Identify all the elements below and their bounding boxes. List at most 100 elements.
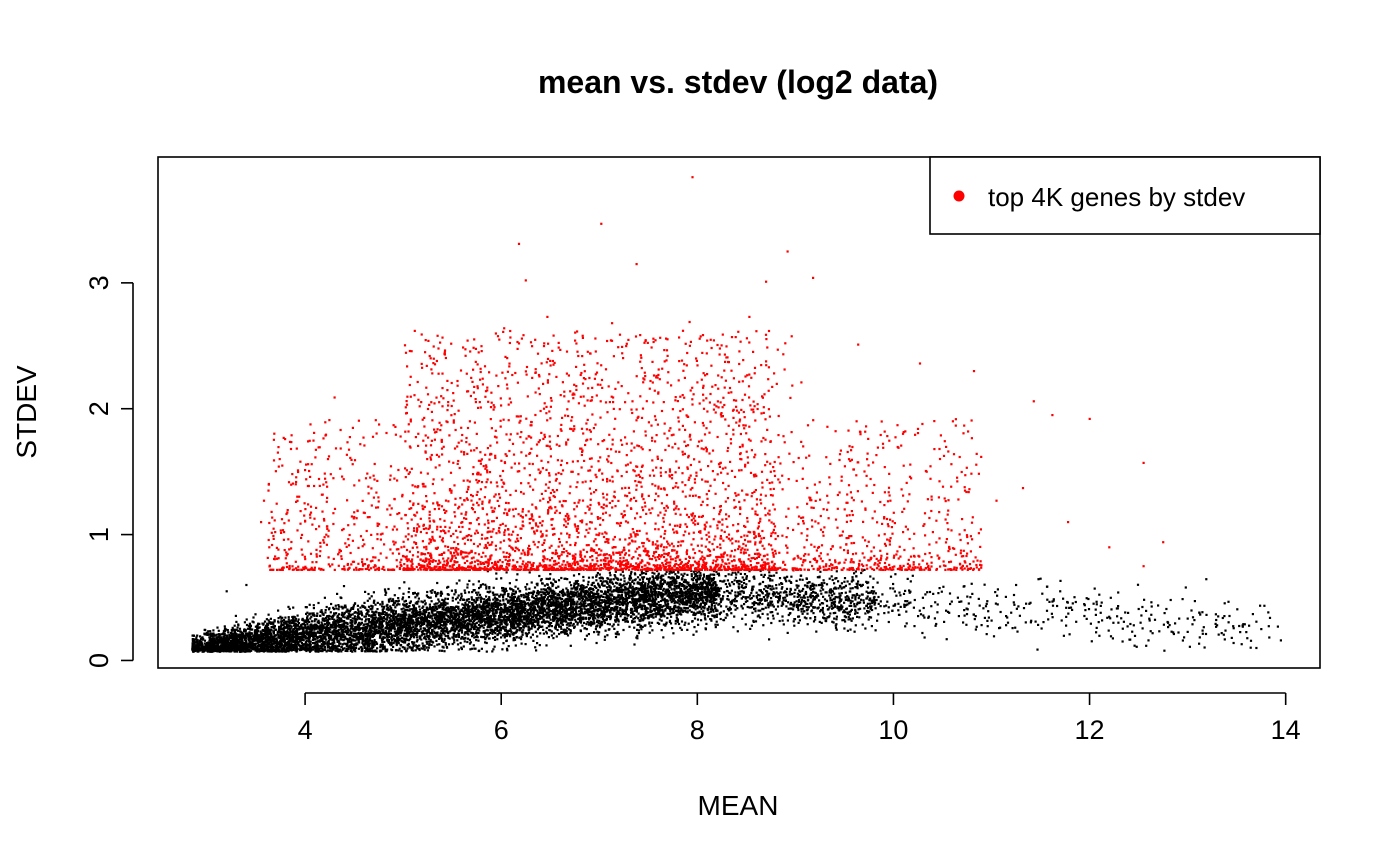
data-point-black <box>1172 632 1175 636</box>
data-point-black <box>353 622 356 625</box>
data-point-black <box>444 634 447 638</box>
data-point-black <box>216 641 219 644</box>
data-point-black <box>636 623 639 626</box>
data-point-black <box>365 618 368 621</box>
data-point-black <box>560 611 563 614</box>
data-point-black <box>762 596 765 599</box>
data-point-black <box>376 621 379 624</box>
data-point-black <box>727 598 730 601</box>
data-point-black <box>349 613 352 616</box>
data-point-black <box>340 613 343 617</box>
data-point-black <box>552 632 556 635</box>
data-point-black <box>858 616 861 619</box>
data-point-black <box>1133 644 1136 647</box>
data-point-black <box>392 624 396 627</box>
data-point-black <box>564 618 567 621</box>
data-point-black <box>363 601 366 604</box>
data-point-black <box>759 616 762 619</box>
data-point-black <box>429 639 432 642</box>
data-point-black <box>1243 623 1246 626</box>
data-point-black <box>527 602 530 605</box>
data-point-black <box>797 615 801 618</box>
data-point-black <box>809 587 812 590</box>
data-point-black <box>314 633 317 636</box>
data-point-black <box>325 638 328 641</box>
data-point-black <box>644 600 647 603</box>
data-point-black <box>634 617 637 620</box>
data-point-black <box>385 622 388 625</box>
data-point-black <box>304 636 307 639</box>
data-point-black <box>868 616 871 619</box>
data-point-black <box>638 619 641 623</box>
data-point-black <box>748 594 752 597</box>
data-point-black <box>570 596 573 599</box>
data-point-black <box>642 572 645 575</box>
data-point-black <box>469 648 472 651</box>
data-point-black <box>354 611 357 614</box>
data-point-black <box>1124 611 1127 614</box>
data-point-black <box>330 602 333 606</box>
data-point-black <box>434 618 437 621</box>
data-point-black <box>317 627 320 630</box>
data-point-black <box>383 588 387 591</box>
data-point-black <box>669 595 673 598</box>
data-point-black <box>439 611 442 614</box>
data-point-black <box>537 591 541 594</box>
data-point-black <box>486 570 489 573</box>
data-point-black <box>719 617 722 621</box>
data-point-black <box>427 640 430 643</box>
data-point-black <box>637 631 640 635</box>
data-point-black <box>441 598 444 601</box>
data-point-black <box>443 650 446 653</box>
data-point-black <box>384 636 387 639</box>
data-point-black <box>426 615 429 618</box>
data-point-black <box>389 643 392 646</box>
data-point-black <box>411 623 414 626</box>
data-point-black <box>492 598 495 601</box>
data-point-black <box>637 598 640 601</box>
data-point-black <box>732 598 735 602</box>
data-point-black <box>599 622 602 625</box>
data-point-black <box>992 635 996 638</box>
data-point-black <box>813 583 816 586</box>
data-point-black <box>722 610 725 613</box>
data-point-black <box>536 635 539 638</box>
data-point-black <box>473 636 476 639</box>
data-point-black <box>361 604 364 607</box>
data-point-black <box>604 605 607 608</box>
data-point-black <box>404 608 407 611</box>
data-point-black <box>422 646 425 649</box>
data-point-black <box>719 600 722 604</box>
data-point-black <box>799 596 802 599</box>
data-point-black <box>622 628 625 632</box>
data-point-black <box>500 636 503 639</box>
data-point-black <box>692 582 695 585</box>
data-point-black <box>619 615 622 618</box>
data-point-black <box>685 599 688 602</box>
data-point-black <box>796 586 799 589</box>
data-point-black <box>830 602 833 605</box>
data-point-black <box>761 580 765 584</box>
data-point-black <box>348 641 351 644</box>
data-point-black <box>412 649 415 652</box>
data-point-black <box>798 604 801 607</box>
data-point-black <box>690 575 693 578</box>
data-point-black <box>595 641 598 645</box>
data-point-black <box>440 611 443 614</box>
data-point-black <box>470 598 474 601</box>
data-point-black <box>456 639 459 642</box>
data-point-black <box>518 636 521 639</box>
data-point-black <box>191 640 194 643</box>
data-point-black <box>576 590 579 593</box>
data-point-black <box>284 616 287 619</box>
data-point-black <box>1163 612 1166 615</box>
data-point-black <box>608 584 611 587</box>
data-point-black <box>1223 602 1226 605</box>
data-point-black <box>825 617 828 620</box>
data-point-black <box>448 630 451 633</box>
data-point-black <box>560 627 563 630</box>
data-point-black <box>540 608 544 611</box>
data-point-black <box>337 608 340 611</box>
data-point-black <box>874 629 877 632</box>
data-point-black <box>674 622 677 625</box>
